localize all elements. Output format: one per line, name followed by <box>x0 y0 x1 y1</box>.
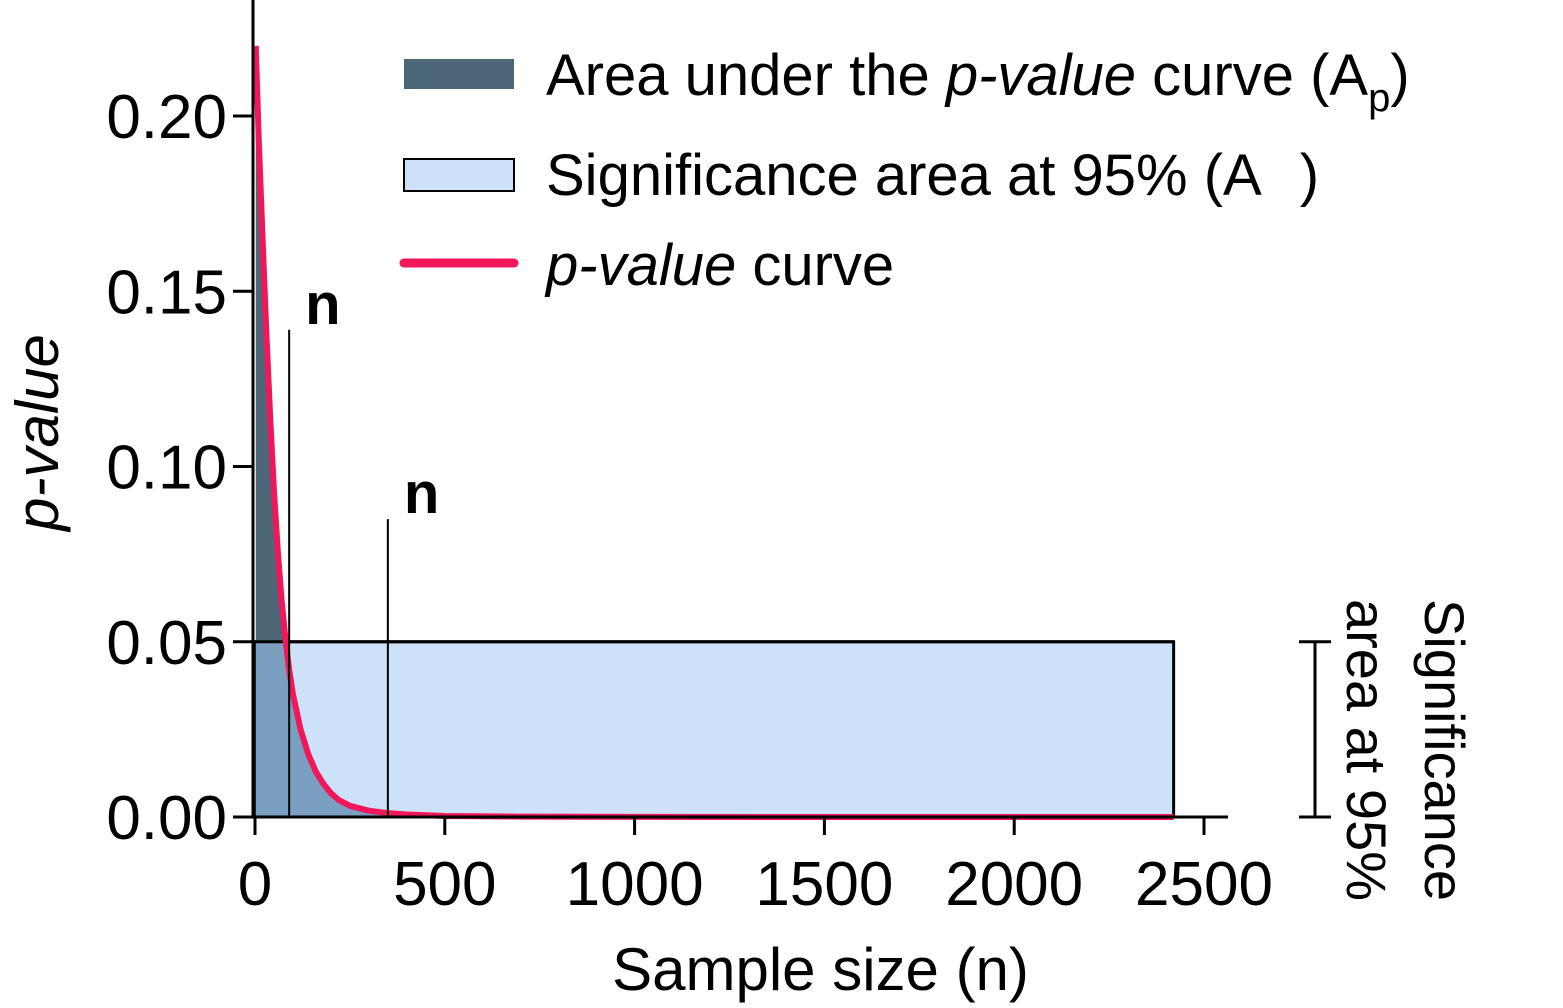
y-tick-label: 0.10 <box>106 434 227 503</box>
x-tick-label: 0 <box>238 850 272 919</box>
x-tick-label: 1500 <box>755 850 893 919</box>
marker-label: n <box>404 461 439 526</box>
bracket-label: Significancearea at 95% <box>1335 599 1476 901</box>
y-tick-label: 0.15 <box>106 258 227 327</box>
legend-label: p-value curve <box>544 233 894 298</box>
legend-label-part: Area under the <box>546 43 946 108</box>
axes: 0.00 0.05 0.10 0.15 0.20 0 500 1000 1500 2000 2500… <box>4 0 1273 1003</box>
legend-label-part: ) <box>1390 43 1409 108</box>
legend-label-part: Significance area at 95% (A <box>546 143 1262 208</box>
legend: Area under the p-value curve (Ap)Signifi… <box>399 43 1410 298</box>
y-tick-label: 0.00 <box>106 784 227 853</box>
bracket-label-line: Significance <box>1413 599 1476 901</box>
legend-label: Significance area at 95% (A) <box>546 143 1319 208</box>
legend-label-part: ) <box>1300 143 1319 208</box>
x-tick-label: 2000 <box>945 850 1083 919</box>
significance-bracket: Significancearea at 95% <box>1299 599 1476 901</box>
y-tick-label: 0.20 <box>106 83 227 152</box>
legend-label-part: p-value <box>544 233 736 298</box>
bracket-label-line: area at 95% <box>1335 599 1398 901</box>
legend-swatch-box <box>403 158 515 192</box>
legend-label-part: curve (A <box>1136 43 1368 108</box>
x-tick-label: 500 <box>393 850 496 919</box>
x-tick-label: 1000 <box>566 850 704 919</box>
legend-label-part: p-value <box>944 43 1136 108</box>
x-tick-label: 2500 <box>1135 850 1273 919</box>
significance-area-rect <box>253 640 1176 819</box>
x-axis-title: Sample size (n) <box>612 936 1029 1003</box>
y-tick-label: 0.05 <box>106 609 227 678</box>
marker-label: n <box>305 272 340 337</box>
pvalue-area-upper <box>255 45 286 642</box>
legend-swatch-area <box>404 59 514 89</box>
legend-label: Area under the p-value curve (Ap) <box>546 43 1410 120</box>
markers: nn <box>288 272 439 817</box>
legend-label-part: curve <box>736 233 894 298</box>
legend-label-part: p <box>1368 76 1390 120</box>
plot-areas <box>252 45 1176 820</box>
y-axis-title: p-value <box>4 334 71 533</box>
